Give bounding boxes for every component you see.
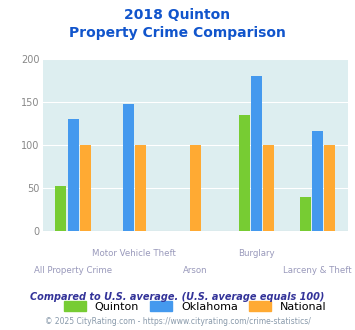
Text: © 2025 CityRating.com - https://www.cityrating.com/crime-statistics/: © 2025 CityRating.com - https://www.city… [45, 317, 310, 326]
Bar [80, 145, 91, 231]
Text: Arson: Arson [183, 266, 208, 275]
Text: Burglary: Burglary [238, 249, 275, 258]
Text: Property Crime Comparison: Property Crime Comparison [69, 26, 286, 40]
Bar [55, 186, 66, 231]
Bar [251, 76, 262, 231]
Bar [263, 145, 274, 231]
Bar [312, 131, 323, 231]
Bar [239, 115, 250, 231]
Bar [324, 145, 335, 231]
Text: Larceny & Theft: Larceny & Theft [283, 266, 352, 275]
Bar [122, 104, 133, 231]
Bar [190, 145, 201, 231]
Bar [135, 145, 146, 231]
Text: All Property Crime: All Property Crime [34, 266, 112, 275]
Text: Motor Vehicle Theft: Motor Vehicle Theft [92, 249, 176, 258]
Text: 2018 Quinton: 2018 Quinton [125, 8, 230, 22]
Bar [300, 197, 311, 231]
Text: Compared to U.S. average. (U.S. average equals 100): Compared to U.S. average. (U.S. average … [30, 292, 325, 302]
Bar [68, 119, 78, 231]
Legend: Quinton, Oklahoma, National: Quinton, Oklahoma, National [59, 297, 332, 316]
